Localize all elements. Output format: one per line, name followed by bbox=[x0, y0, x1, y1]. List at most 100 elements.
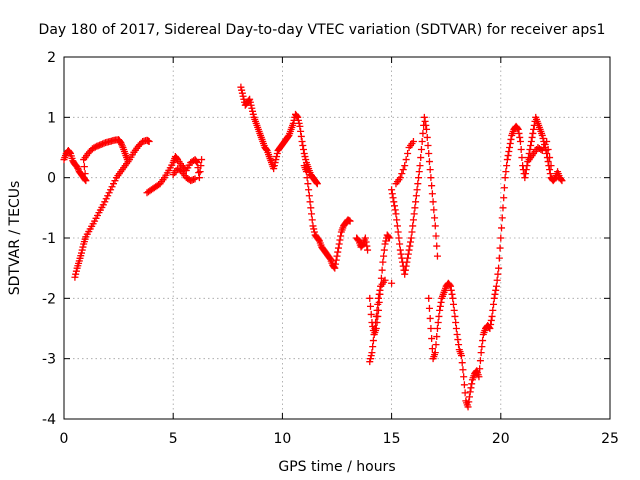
data-point bbox=[399, 166, 407, 174]
data-point bbox=[77, 249, 85, 257]
data-point bbox=[305, 186, 313, 194]
data-point bbox=[326, 254, 334, 262]
data-point bbox=[430, 206, 438, 214]
data-point bbox=[297, 127, 305, 135]
data-point bbox=[546, 170, 554, 178]
data-point bbox=[369, 343, 377, 351]
data-point bbox=[514, 124, 522, 132]
data-point bbox=[284, 132, 292, 140]
data-point bbox=[431, 214, 439, 222]
y-tick-label: -2 bbox=[42, 291, 56, 307]
data-point bbox=[413, 186, 421, 194]
data-point bbox=[82, 177, 90, 185]
data-point bbox=[145, 137, 153, 145]
data-point bbox=[392, 210, 400, 218]
data-point bbox=[522, 170, 530, 178]
data-point bbox=[414, 180, 422, 188]
data-point bbox=[197, 162, 205, 170]
data-point bbox=[404, 254, 412, 262]
data-point bbox=[308, 216, 316, 224]
data-point bbox=[428, 335, 436, 343]
data-point bbox=[335, 240, 343, 248]
data-point bbox=[491, 290, 499, 298]
data-point bbox=[196, 168, 204, 176]
data-point bbox=[71, 273, 79, 281]
data-point bbox=[503, 156, 511, 164]
data-point bbox=[516, 137, 524, 145]
data-point bbox=[432, 341, 440, 349]
data-point bbox=[452, 318, 460, 326]
data-point bbox=[372, 318, 380, 326]
data-point bbox=[300, 146, 308, 154]
data-point bbox=[300, 150, 308, 158]
data-point bbox=[485, 323, 493, 331]
data-point bbox=[426, 314, 434, 322]
data-point bbox=[379, 258, 387, 266]
data-point bbox=[117, 139, 125, 147]
data-point bbox=[526, 146, 534, 154]
data-point bbox=[504, 152, 512, 160]
data-point bbox=[459, 366, 467, 374]
data-point bbox=[521, 174, 529, 182]
y-tick-label: -4 bbox=[42, 412, 56, 428]
x-tick-label: 10 bbox=[273, 431, 291, 447]
data-point bbox=[428, 182, 436, 190]
data-point bbox=[398, 170, 406, 178]
data-point bbox=[118, 142, 126, 150]
data-point bbox=[391, 202, 399, 210]
data-point bbox=[436, 302, 444, 310]
data-point bbox=[332, 256, 340, 264]
data-point bbox=[364, 246, 372, 254]
data-point bbox=[431, 349, 439, 357]
data-point bbox=[415, 168, 423, 176]
data-point bbox=[195, 174, 203, 182]
data-point bbox=[101, 198, 109, 206]
data-point bbox=[433, 333, 441, 341]
data-point bbox=[237, 83, 245, 91]
y-tick-label: -3 bbox=[42, 352, 56, 368]
data-point bbox=[522, 166, 530, 174]
data-point bbox=[451, 312, 459, 320]
data-point bbox=[498, 224, 506, 232]
data-point bbox=[446, 281, 454, 289]
data-point bbox=[492, 286, 500, 294]
data-point bbox=[460, 373, 468, 381]
data-point bbox=[529, 129, 537, 137]
data-point bbox=[411, 204, 419, 212]
data-point bbox=[402, 262, 410, 270]
data-point bbox=[492, 282, 500, 290]
data-point bbox=[458, 359, 466, 367]
data-point bbox=[303, 174, 311, 182]
data-point bbox=[460, 381, 468, 389]
data-point bbox=[461, 389, 469, 397]
data-point bbox=[334, 244, 342, 252]
data-point bbox=[412, 192, 420, 200]
data-point bbox=[506, 144, 514, 151]
data-point bbox=[239, 92, 247, 100]
data-point bbox=[401, 270, 409, 278]
data-point bbox=[401, 266, 409, 274]
data-point bbox=[366, 358, 374, 366]
data-point bbox=[476, 357, 484, 365]
data-point bbox=[198, 156, 206, 164]
data-point bbox=[502, 168, 510, 176]
data-point bbox=[313, 179, 321, 187]
data-point bbox=[433, 252, 441, 260]
grid-lines bbox=[64, 57, 610, 419]
data-point bbox=[354, 236, 362, 244]
data-point bbox=[382, 237, 390, 245]
data-point bbox=[313, 180, 321, 188]
data-point bbox=[523, 162, 531, 170]
data-point bbox=[479, 337, 487, 345]
data-point bbox=[539, 134, 547, 142]
data-point bbox=[478, 343, 486, 351]
data-point bbox=[302, 156, 310, 164]
data-point bbox=[271, 159, 279, 167]
data-point bbox=[99, 201, 107, 209]
data-point bbox=[193, 159, 201, 167]
data-point bbox=[406, 242, 414, 250]
data-point bbox=[308, 210, 316, 218]
data-point bbox=[366, 355, 374, 363]
data-point bbox=[294, 116, 302, 124]
